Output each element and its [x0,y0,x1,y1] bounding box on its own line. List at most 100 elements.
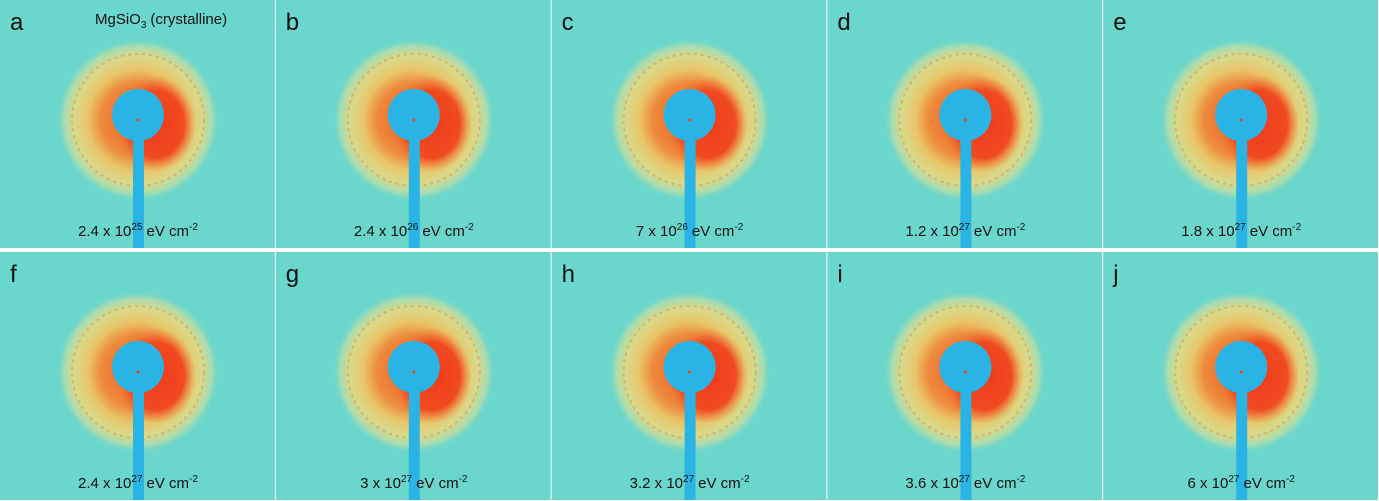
dose-unit: eV cm [692,223,735,240]
beam-stop [112,341,164,393]
dose-exponent: 27 [1228,474,1240,485]
dose-unit-exponent: -2 [734,222,743,233]
beam-stop-stem [960,387,972,500]
beam-center [1239,118,1243,122]
diffraction-ring [1174,53,1309,187]
panel: i 3.6 x 1027 eV cm-2 [827,252,1103,500]
panel-label: f [10,261,17,288]
panel-label: c [562,9,574,36]
dose-unit: eV cm [147,475,190,492]
diffraction-ring [71,53,205,187]
dose-mantissa: 2.4 x 10 [354,223,407,240]
dose-exponent: 27 [683,474,695,485]
beam-center [688,370,692,374]
beam-stop [939,341,992,393]
panel-label: b [286,9,299,36]
panel: a 2.4 x 1025 eV cm-2 MgSiO3 (crystalline) [0,0,275,248]
dose-mantissa: 1.2 x 10 [905,223,958,240]
beam-stop [387,89,440,141]
dose-mantissa: 2.4 x 10 [78,223,131,240]
title-formula: MgSiO [95,11,141,28]
panel: b 2.4 x 1026 eV cm-2 [275,0,551,248]
diffraction-ring [346,53,481,187]
dose-unit: eV cm [1250,223,1293,240]
beam-stop [112,89,164,141]
panel: c 7 x 1026 eV cm-2 [551,0,827,248]
diffraction-ring [346,305,481,439]
beam-center [688,118,692,122]
panel-label: i [837,261,842,288]
panel-label: j [1112,261,1118,288]
dose-mantissa: 3.6 x 10 [905,475,958,492]
beam-center [963,370,967,374]
dose-unit: eV cm [422,223,465,240]
panel-label: a [10,9,24,36]
dose-mantissa: 7 x 10 [636,223,677,240]
panel: h 3.2 x 1027 eV cm-2 [551,252,827,500]
dose-label: 6 x 1027 eV cm-2 [1187,474,1295,492]
diffraction-ring [1174,305,1309,439]
dose-mantissa: 1.8 x 10 [1181,223,1234,240]
dose-label: 3.6 x 1027 eV cm-2 [905,474,1025,492]
dose-label: 2.4 x 1026 eV cm-2 [354,222,474,240]
dose-unit: eV cm [974,223,1017,240]
dose-exponent: 27 [959,222,971,233]
dose-label: 3.2 x 1027 eV cm-2 [630,474,750,492]
diffraction-ring [622,305,757,439]
beam-center [963,118,967,122]
dose-label: 2.4 x 1025 eV cm-2 [78,222,198,240]
dose-unit-exponent: -2 [1292,222,1301,233]
panel-label: g [286,261,299,288]
dose-exponent: 26 [407,222,419,233]
dose-mantissa: 3 x 10 [360,475,401,492]
beam-stop [1215,341,1268,393]
beam-stop-stem [133,387,144,500]
panel: e 1.8 x 1027 eV cm-2 [1103,0,1378,248]
dose-unit: eV cm [416,475,459,492]
dose-label: 1.2 x 1027 eV cm-2 [905,222,1025,240]
dose-unit-exponent: -2 [741,474,750,485]
dose-label: 1.8 x 1027 eV cm-2 [1181,222,1301,240]
beam-center [412,370,416,374]
panel: f 2.4 x 1027 eV cm-2 [0,252,275,500]
panel-label: h [562,261,575,288]
title-subscript: 3 [141,20,147,31]
dose-label: 7 x 1026 eV cm-2 [636,222,744,240]
panel-label: e [1113,9,1126,36]
dose-label: 3 x 1027 eV cm-2 [360,474,468,492]
beam-stop-stem [1236,135,1248,248]
beam-stop-stem [684,135,696,248]
dose-unit-exponent: -2 [1016,474,1025,485]
dose-exponent: 27 [1235,222,1247,233]
dose-exponent: 26 [677,222,689,233]
dose-unit-exponent: -2 [189,474,198,485]
beam-center [1239,370,1243,374]
beam-stop-stem [1236,387,1248,500]
beam-stop [663,341,716,393]
dose-unit-exponent: -2 [189,222,198,233]
beam-stop [387,341,440,393]
dose-unit-exponent: -2 [465,222,474,233]
dose-exponent: 27 [131,474,143,485]
dose-unit-exponent: -2 [1286,474,1295,485]
dose-label: 2.4 x 1027 eV cm-2 [78,474,198,492]
dose-exponent: 27 [401,474,413,485]
beam-center [412,118,416,122]
beam-center [136,370,140,374]
beam-stop [1215,89,1268,141]
dose-unit: eV cm [1243,475,1286,492]
dose-unit-exponent: -2 [459,474,468,485]
panel-label: d [837,9,850,36]
diffraction-ring [622,53,757,187]
dose-unit: eV cm [698,475,741,492]
beam-stop [939,89,992,141]
title-note: (crystalline) [150,11,227,28]
dose-mantissa: 3.2 x 10 [630,475,683,492]
panel: d 1.2 x 1027 eV cm-2 [827,0,1103,248]
sample-title: MgSiO3 (crystalline) [95,11,227,31]
beam-stop-stem [960,135,972,248]
panel: g 3 x 1027 eV cm-2 [275,252,551,500]
beam-stop-stem [408,387,420,500]
dose-exponent: 25 [131,222,143,233]
